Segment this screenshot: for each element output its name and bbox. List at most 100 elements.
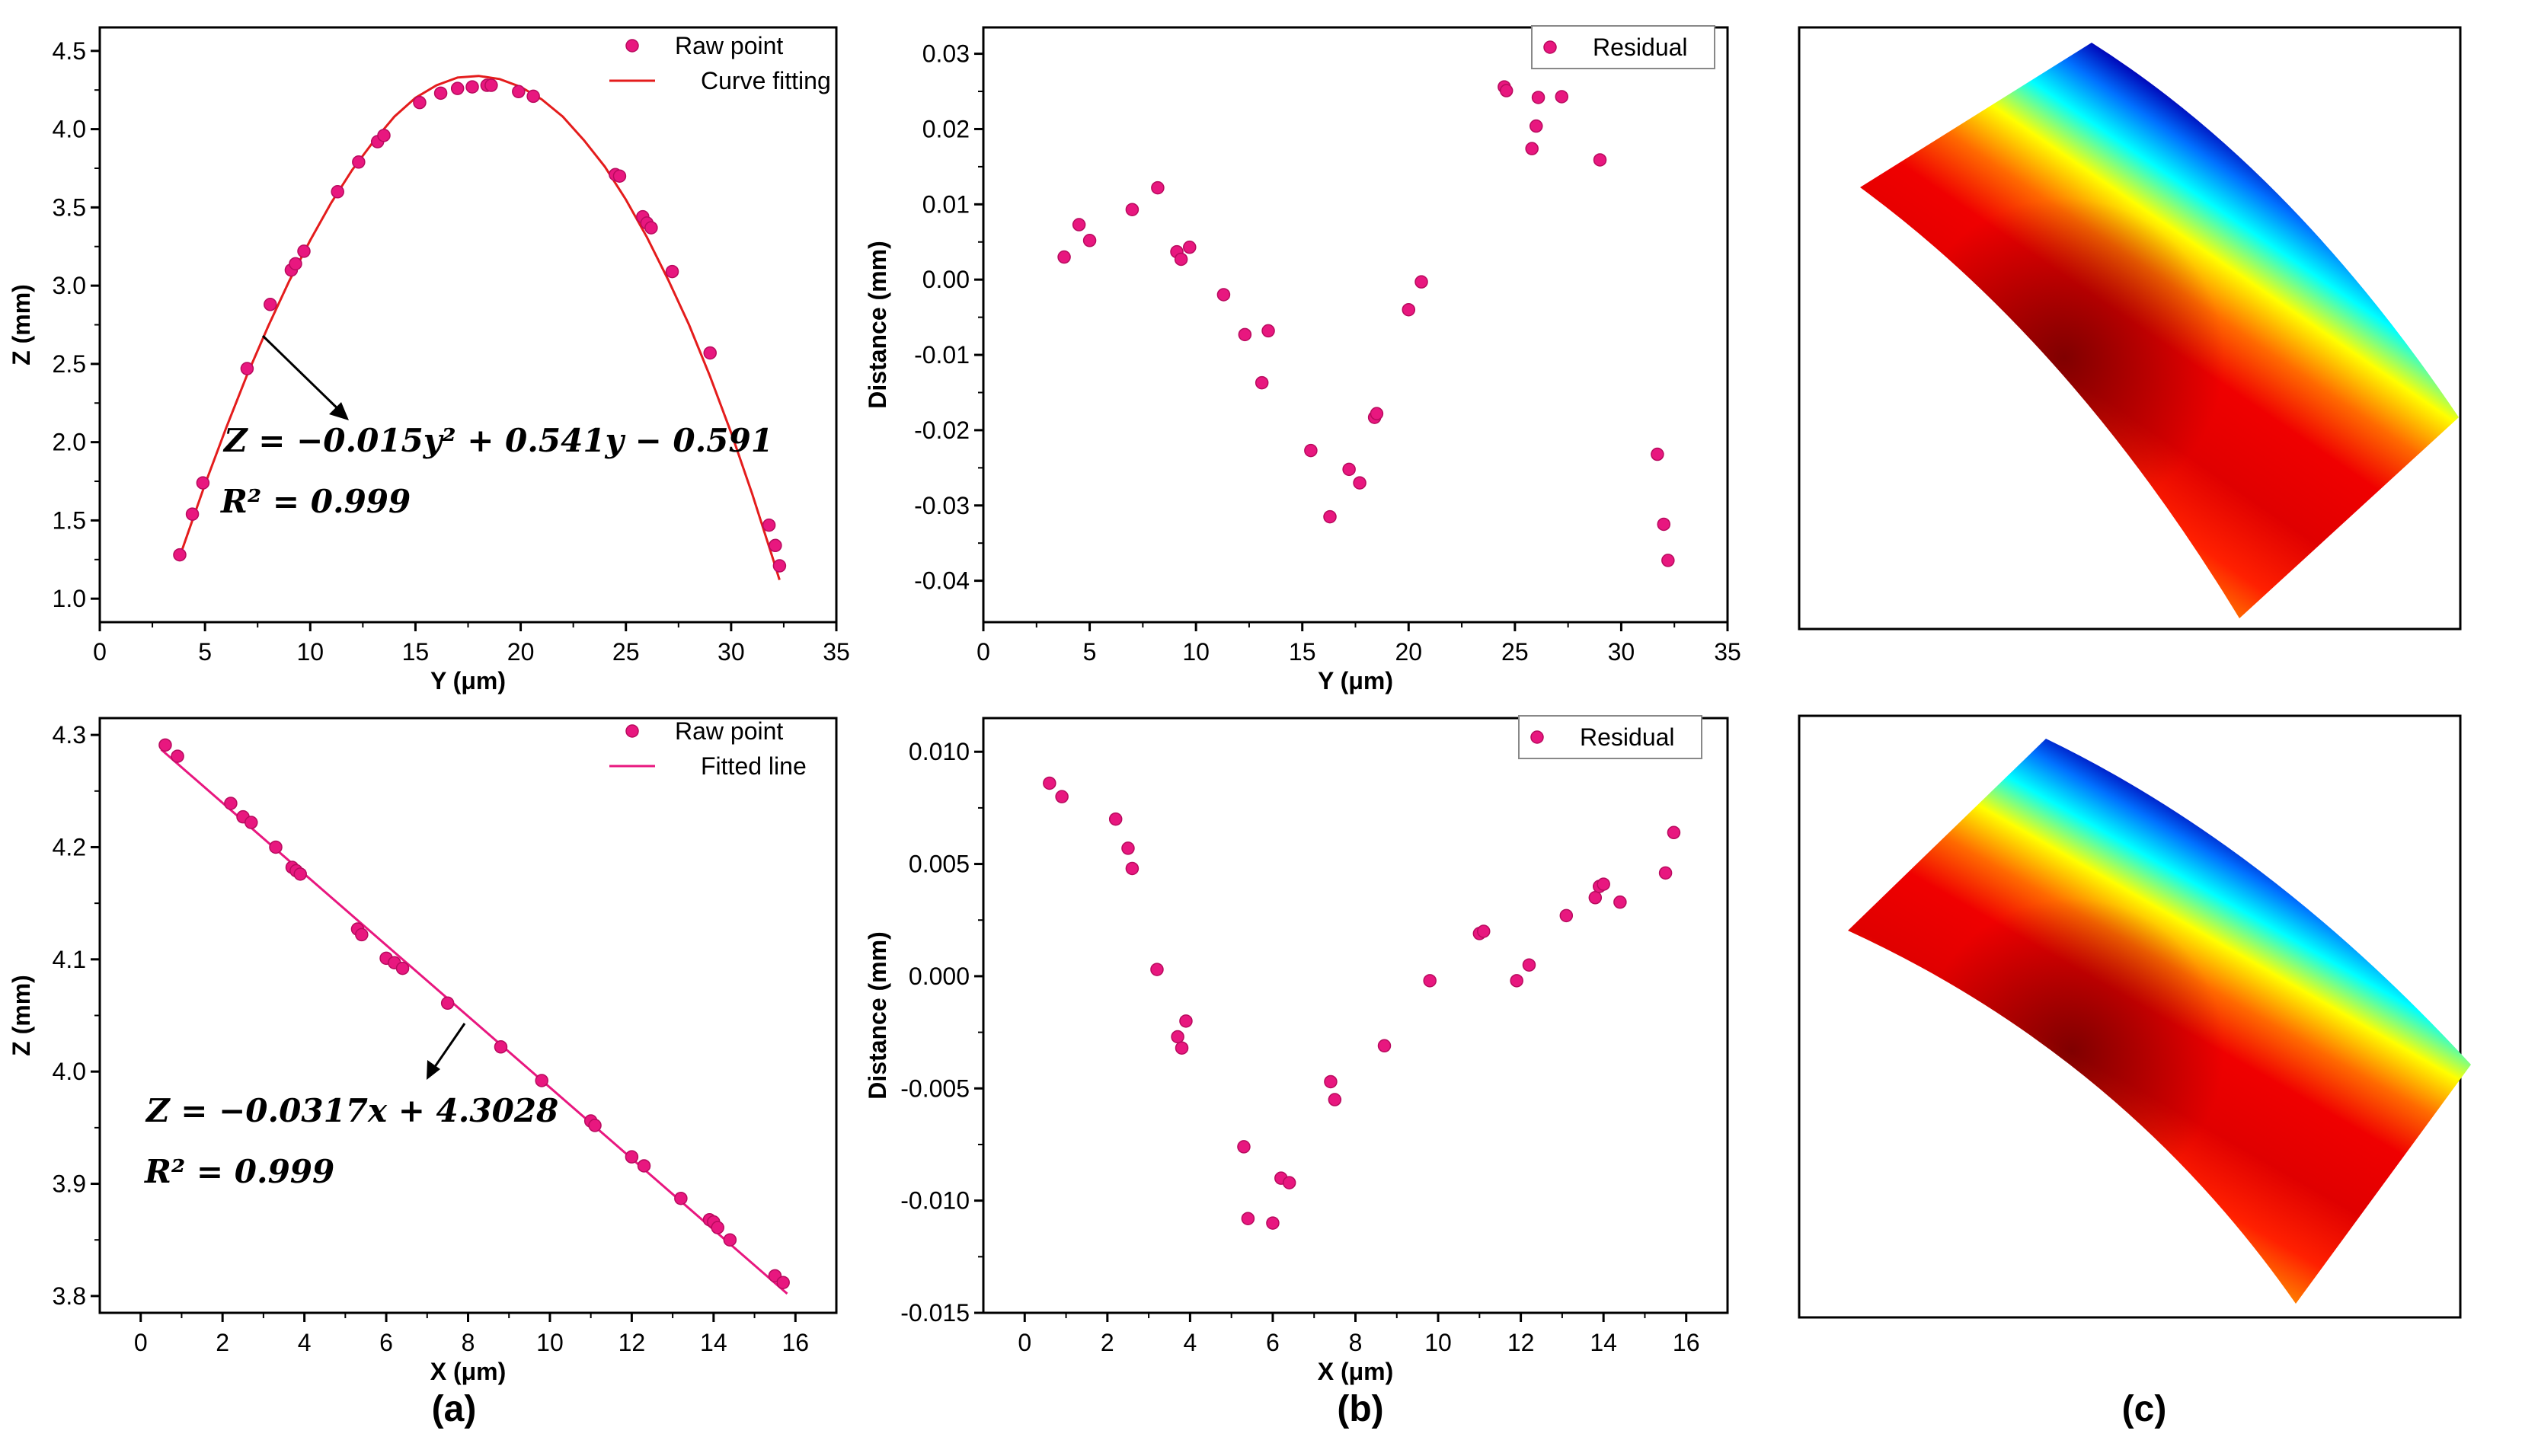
x-axis-title: X (μm) [1318,1358,1394,1385]
y-axis-title: Distance (mm) [864,241,891,409]
legend: Raw point Curve fitting [609,32,831,94]
data-point [1377,1039,1392,1053]
data-point [644,221,658,235]
x-tick-label: 0 [977,638,990,666]
legend-label: Raw point [675,32,783,59]
data-point [331,185,344,199]
data-point [1266,1216,1280,1230]
data-point [171,749,184,763]
x-tick-label: 0 [1018,1329,1031,1356]
data-point [240,362,254,375]
data-point [484,78,498,92]
data-point [293,867,307,881]
y-tick-label: 4.1 [53,946,86,973]
data-point [1667,825,1681,840]
data-point [269,840,283,854]
legend: Residual [1531,25,1715,69]
data-point [1238,327,1252,342]
x-tick-label: 0 [93,638,107,666]
x-tick-label: 10 [296,638,324,666]
data-point [1651,447,1664,461]
y-tick-label: -0.010 [900,1187,970,1215]
data-point [723,1233,737,1247]
data-point [352,155,366,169]
x-tick-label: 35 [823,638,850,666]
data-point [535,1074,548,1087]
data-point [526,89,540,104]
y-tick-label: 2.5 [53,350,86,378]
data-point [1525,142,1539,155]
x-tick-label: 4 [1183,1329,1197,1356]
data-point [1150,963,1164,976]
x-tick-label: 12 [1507,1329,1535,1356]
data-point [625,1150,639,1164]
data-point [1072,218,1086,231]
data-point [355,928,369,942]
y-tick-label: -0.005 [900,1074,970,1102]
x-tick-label: 10 [1182,638,1210,666]
data-point [703,346,717,360]
data-point [465,80,479,94]
equation-bottom: Z = −0.0317x + 4.3028 [145,1092,558,1129]
surface-panel-bottom [1798,714,2471,1319]
y-tick-label: 3.8 [53,1282,86,1310]
surface-panel-top [1798,26,2462,631]
data-point [1125,861,1140,876]
data-point [377,129,391,142]
data-point [1151,180,1165,195]
x-tick-label: 30 [1608,638,1635,666]
equation-arrowhead-bottom [427,1060,440,1080]
fit-line [178,75,781,580]
data-point [1323,509,1337,524]
data-point [1183,240,1197,254]
y-tick-label: 0.02 [922,115,970,142]
x-tick-label: 25 [1501,638,1529,666]
data-point [674,1191,688,1205]
chart-b-bottom-residual-x: 0 2 4 6 8 10 12 14 16 -0.015 -0.010 -0.005 0.000 0.00… [864,715,1729,1385]
data-point [494,1040,508,1054]
y-tick-label: 0.01 [922,190,970,218]
data-point [1414,275,1428,289]
y-tick-label: 4.3 [53,721,86,749]
equation-arrow-top [261,334,346,417]
x-tick-label: 10 [1424,1329,1452,1356]
x-tick-label: 10 [536,1329,564,1356]
x-axis-title: Y (μm) [430,667,506,694]
x-tick-label: 16 [1673,1329,1700,1356]
x-tick-label: 8 [1349,1329,1363,1356]
data-point [772,559,787,573]
plot-frame [982,717,1729,1314]
legend-label: Curve fitting [701,67,831,94]
data-point [1353,476,1366,490]
data-point [1658,866,1673,880]
x-tick-label: 14 [700,1329,727,1356]
y-tick-label: 4.0 [53,116,86,143]
x-tick-label: 20 [1395,638,1422,666]
data-point [1423,974,1437,988]
data-point [196,476,210,490]
equation-arrow-bottom [430,1023,466,1073]
x-tick-label: 8 [462,1329,475,1356]
x-tick-label: 2 [1101,1329,1114,1356]
legend-label: Raw point [675,717,783,745]
r2-top: R² = 0.999 [220,483,411,520]
data-point [433,86,448,101]
data-point [1174,252,1188,267]
data-point [1597,877,1610,891]
data-point [1342,462,1356,477]
x-tick-label: 30 [718,638,745,666]
legend-box [1518,715,1702,759]
data-point [1555,90,1569,104]
plot-frame [982,26,1729,624]
y-tick-label: 0.010 [909,738,970,765]
legend-marker [1530,730,1544,744]
panel-label-a: (a) [432,1389,477,1429]
data-point [1593,153,1607,167]
data-point [1175,1041,1189,1055]
fit-line [160,749,788,1295]
x-tick-label: 35 [1714,638,1741,666]
y-tick-label: 1.5 [53,506,86,534]
plot-frame [98,26,838,624]
data-point [769,538,782,553]
data-point [1324,1074,1338,1089]
